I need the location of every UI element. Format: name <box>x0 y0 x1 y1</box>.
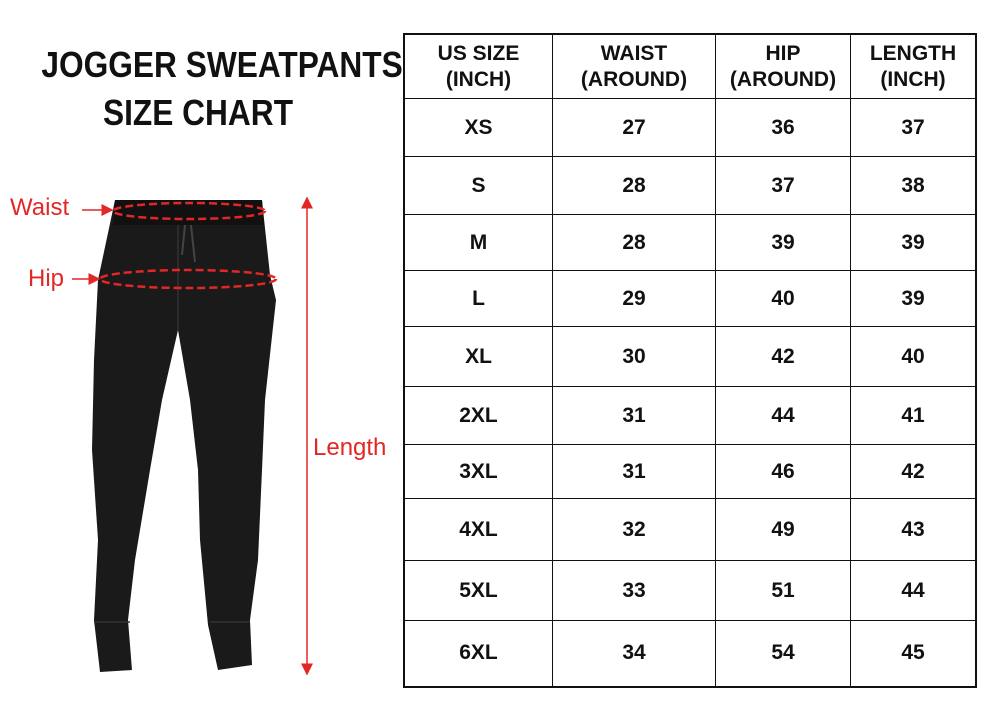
measurement-cell: 27 <box>552 98 716 157</box>
measurement-cell: 44 <box>715 386 851 445</box>
measurement-cell: 37 <box>715 156 851 215</box>
measurement-cell: 45 <box>850 620 977 687</box>
table-row: 6XL 34 54 45 <box>403 620 977 687</box>
size-cell: 2XL <box>403 386 553 445</box>
measurement-cell: 31 <box>552 386 716 445</box>
measurement-cell: 46 <box>715 444 851 499</box>
measurement-cell: 42 <box>715 326 851 387</box>
measurement-cell: 42 <box>850 444 977 499</box>
table-row: 3XL 31 46 42 <box>403 444 977 499</box>
column-header: WAIST (AROUND) <box>552 33 716 99</box>
column-header-line: (AROUND) <box>729 67 837 91</box>
hip-label: Hip <box>28 265 65 292</box>
measurement-cell: 49 <box>715 498 851 561</box>
measurement-cell: 39 <box>850 270 977 327</box>
measurement-cell: 54 <box>715 620 851 687</box>
table-header-row: US SIZE (INCH) WAIST (AROUND) HIP (AROUND) LEN… <box>403 33 977 99</box>
table-row: S 28 37 38 <box>403 156 977 215</box>
measurement-cell: 34 <box>552 620 716 687</box>
measurement-cell: 28 <box>552 156 716 215</box>
size-cell: 6XL <box>403 620 553 687</box>
column-header-line: LENGTH <box>869 41 957 65</box>
table-row: M 28 39 39 <box>403 214 977 271</box>
table-row: 4XL 32 49 43 <box>403 498 977 561</box>
size-cell: 3XL <box>403 444 553 499</box>
table-row: L 29 40 39 <box>403 270 977 327</box>
measurement-cell: 43 <box>850 498 977 561</box>
column-header-line: (INCH) <box>445 67 512 91</box>
table-row: 5XL 33 51 44 <box>403 560 977 621</box>
measurement-cell: 32 <box>552 498 716 561</box>
chart-title-line2: SIZE CHART <box>102 92 294 133</box>
measurement-cell: 39 <box>850 214 977 271</box>
size-cell: 5XL <box>403 560 553 621</box>
measurement-cell: 40 <box>715 270 851 327</box>
measurement-cell: 31 <box>552 444 716 499</box>
waist-marker <box>111 201 267 221</box>
column-header-line: (INCH) <box>880 67 946 91</box>
column-header: US SIZE (INCH) <box>403 33 553 99</box>
measurement-cell: 37 <box>850 98 977 157</box>
size-cell: S <box>403 156 553 215</box>
hip-marker <box>98 268 278 290</box>
measurement-cell: 38 <box>850 156 977 215</box>
measurement-cell: 36 <box>715 98 851 157</box>
size-cell: 4XL <box>403 498 553 561</box>
measurement-cell: 41 <box>850 386 977 445</box>
table-row: 2XL 31 44 41 <box>403 386 977 445</box>
size-cell: XL <box>403 326 553 387</box>
measurement-cell: 33 <box>552 560 716 621</box>
chart-title-line1: JOGGER SWEATPANTS <box>41 44 403 85</box>
column-header-line: US SIZE <box>437 41 520 65</box>
column-header-line: (AROUND) <box>580 67 688 91</box>
size-table: US SIZE (INCH) WAIST (AROUND) HIP (AROUND) LEN… <box>403 33 977 688</box>
column-header: LENGTH (INCH) <box>850 33 977 99</box>
waist-label: Waist <box>10 194 70 221</box>
table-row: XL 30 42 40 <box>403 326 977 387</box>
measurement-cell: 28 <box>552 214 716 271</box>
measurement-cell: 40 <box>850 326 977 387</box>
jogger-pants-image <box>92 200 276 672</box>
table-row: XS 27 36 37 <box>403 98 977 157</box>
pants-illustration <box>72 196 313 676</box>
size-cell: L <box>403 270 553 327</box>
measurement-cell: 30 <box>552 326 716 387</box>
size-cell: M <box>403 214 553 271</box>
measurement-cell: 29 <box>552 270 716 327</box>
measurement-cell: 39 <box>715 214 851 271</box>
column-header-line: HIP <box>765 41 801 65</box>
measurement-cell: 51 <box>715 560 851 621</box>
size-cell: XS <box>403 98 553 157</box>
length-label: Length <box>313 434 387 462</box>
measurement-cell: 44 <box>850 560 977 621</box>
column-header-line: WAIST <box>600 41 668 65</box>
column-header: HIP (AROUND) <box>715 33 851 99</box>
